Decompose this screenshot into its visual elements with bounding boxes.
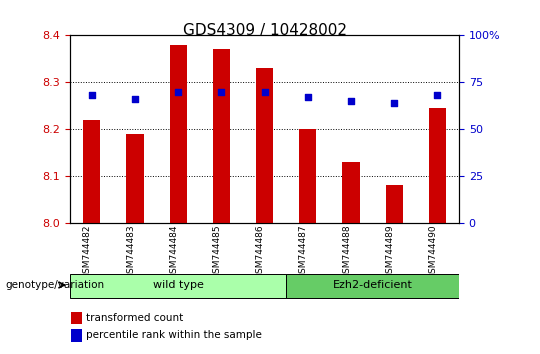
Bar <box>386 185 403 223</box>
Bar <box>213 50 230 223</box>
Point <box>347 98 355 104</box>
Point <box>131 96 139 102</box>
Text: percentile rank within the sample: percentile rank within the sample <box>86 330 262 340</box>
Point <box>217 89 226 95</box>
Point <box>303 95 312 100</box>
Bar <box>71 329 82 342</box>
Point <box>87 93 96 98</box>
Text: GSM744488: GSM744488 <box>342 225 351 279</box>
Text: genotype/variation: genotype/variation <box>5 280 105 290</box>
Point <box>390 100 399 106</box>
Bar <box>170 45 187 223</box>
Bar <box>83 120 100 223</box>
Text: transformed count: transformed count <box>86 313 184 322</box>
Text: GSM744483: GSM744483 <box>126 225 135 279</box>
Bar <box>286 274 459 298</box>
Text: GSM744490: GSM744490 <box>428 225 437 279</box>
Bar <box>256 68 273 223</box>
Bar <box>429 108 446 223</box>
Text: Ezh2-deficient: Ezh2-deficient <box>333 280 413 290</box>
Point <box>260 89 269 95</box>
Text: wild type: wild type <box>153 280 204 290</box>
Text: GSM744489: GSM744489 <box>385 225 394 279</box>
Text: GSM744482: GSM744482 <box>83 225 92 279</box>
Text: GSM744486: GSM744486 <box>255 225 265 279</box>
Text: GSM744487: GSM744487 <box>299 225 308 279</box>
Bar <box>126 134 144 223</box>
Bar <box>71 312 82 324</box>
Bar <box>299 129 316 223</box>
Bar <box>70 274 286 298</box>
Point <box>174 89 183 95</box>
Bar <box>342 162 360 223</box>
Text: GDS4309 / 10428002: GDS4309 / 10428002 <box>183 23 347 38</box>
Point <box>433 93 442 98</box>
Text: GSM744485: GSM744485 <box>212 225 221 279</box>
Text: GSM744484: GSM744484 <box>169 225 178 279</box>
